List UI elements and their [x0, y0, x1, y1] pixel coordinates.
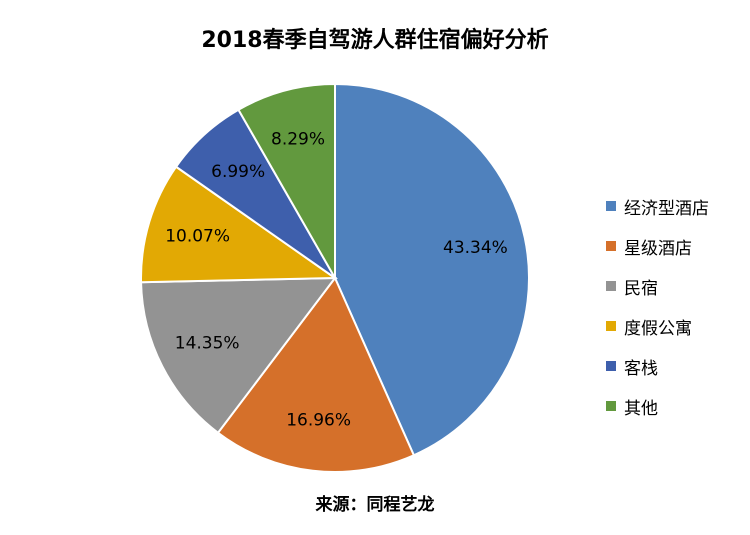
legend-swatch-2 — [606, 281, 616, 291]
data-label-4: 6.99% — [211, 162, 265, 182]
data-label-1: 16.96% — [286, 411, 351, 431]
pie-slice-2 — [140, 276, 338, 435]
pie-slice-0 — [334, 82, 530, 457]
legend-item-5: 其他 — [606, 386, 709, 426]
chart-legend: 经济型酒店星级酒店民宿度假公寓客栈其他 — [606, 186, 709, 426]
data-label-2: 14.35% — [175, 333, 240, 353]
legend-label-0: 经济型酒店 — [624, 198, 709, 219]
legend-item-3: 度假公寓 — [606, 306, 709, 346]
legend-item-0: 经济型酒店 — [606, 186, 709, 226]
data-label-5: 8.29% — [271, 129, 325, 149]
pie-slice-5 — [237, 82, 336, 282]
data-label-3: 10.07% — [165, 226, 230, 246]
legend-label-5: 其他 — [624, 398, 658, 419]
legend-item-2: 民宿 — [606, 266, 709, 306]
legend-label-3: 度假公寓 — [624, 318, 692, 339]
legend-swatch-5 — [606, 401, 616, 411]
pie-slice-3 — [140, 165, 339, 284]
legend-swatch-1 — [606, 241, 616, 251]
legend-label-4: 客栈 — [624, 358, 658, 379]
legend-label-1: 星级酒店 — [624, 238, 692, 259]
legend-item-4: 客栈 — [606, 346, 709, 386]
data-label-0: 43.34% — [443, 238, 508, 258]
legend-swatch-0 — [606, 201, 616, 211]
legend-swatch-4 — [606, 361, 616, 371]
chart-title: 2018春季自驾游人群住宿偏好分析 — [201, 28, 549, 53]
legend-label-2: 民宿 — [624, 278, 658, 299]
legend-item-1: 星级酒店 — [606, 226, 709, 266]
legend-swatch-3 — [606, 321, 616, 331]
pie-slice-1 — [216, 276, 416, 473]
source-note: 来源：同程艺龙 — [315, 495, 435, 515]
